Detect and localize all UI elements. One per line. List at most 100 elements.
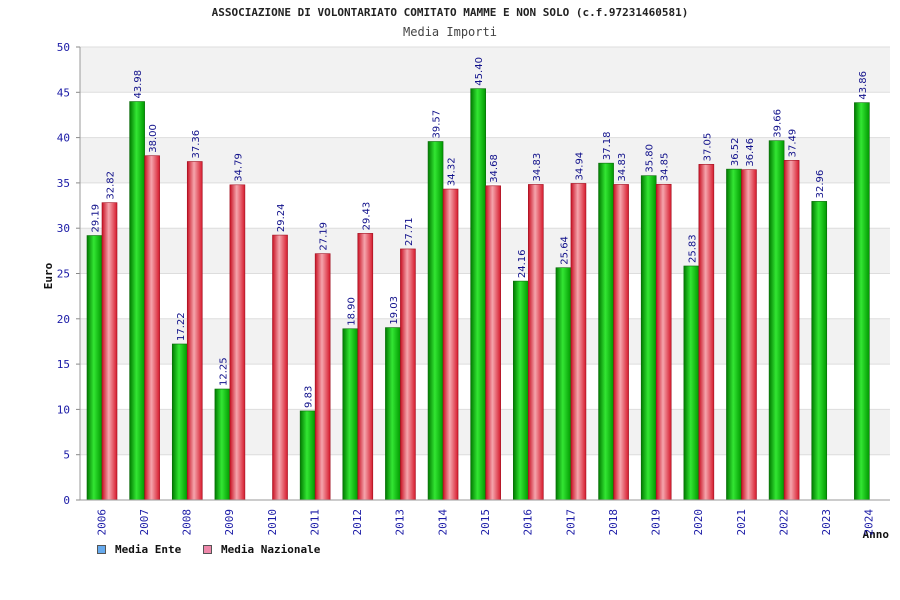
bar-media-ente [171,343,188,501]
bar-media-ente [768,140,785,501]
data-label-media-ente: 35.80 [645,144,656,173]
data-label-media-nazionale: 27.71 [404,217,415,246]
x-tick-label: 2018 [607,509,620,536]
bar-media-ente [86,235,103,501]
data-label-media-nazionale: 29.24 [276,203,287,232]
bar-media-ente [726,168,742,501]
data-label-media-nazionale: 29.43 [361,202,372,231]
data-label-media-nazionale: 37.05 [702,133,713,162]
data-label-media-nazionale: 34.83 [532,153,543,182]
data-label-media-nazionale: 37.49 [788,129,799,158]
bar-media-ente [640,175,657,501]
x-tick-label: 2020 [692,509,705,536]
y-tick-label: 50 [57,41,70,54]
y-tick-label: 20 [57,313,70,326]
grid-band [80,47,890,93]
y-tick-label: 10 [57,403,70,416]
y-tick-label: 0 [63,494,70,507]
bar-media-nazionale [357,233,374,501]
x-tick-label: 2016 [522,509,535,536]
y-tick-label: 15 [57,358,70,371]
data-label-media-ente: 43.98 [133,70,144,99]
data-label-media-ente: 18.90 [346,297,357,326]
data-label-media-nazionale: 34.85 [660,153,671,182]
bar-media-ente [854,102,870,501]
bar-media-nazionale [741,169,757,501]
bar-media-nazionale [400,248,416,501]
y-tick-label: 35 [57,177,70,190]
data-label-media-ente: 43.86 [858,71,869,100]
y-tick-label: 40 [57,132,70,145]
x-tick-label: 2022 [777,509,790,536]
bar-media-nazionale [314,253,331,501]
bar-media-ente [427,141,444,501]
x-tick-label: 2017 [564,509,577,536]
data-label-media-ente: 19.03 [389,296,400,325]
bar-media-nazionale [485,185,501,501]
data-label-media-nazionale: 32.82 [106,171,117,200]
x-tick-label: 2007 [138,509,151,536]
bar-media-ente [598,162,614,501]
chart-subtitle: Media Importi [403,25,497,39]
data-label-media-nazionale: 34.32 [447,157,458,186]
data-label-media-ente: 29.19 [91,204,102,233]
x-tick-label: 2011 [308,509,321,536]
data-label-media-nazionale: 34.79 [233,153,244,182]
bar-media-ente [470,88,486,501]
bar-media-nazionale [101,202,118,501]
bar-media-ente [214,388,231,501]
axes: Euro Anno 0 5 10 15 20 25 30 35 40 45 50 2006 2007 20… [42,41,890,541]
x-tick-label: 2014 [436,509,449,536]
legend-swatch-ente [97,545,106,554]
bar-media-ente [385,327,401,501]
data-label-media-ente: 39.66 [773,109,784,138]
bar-media-ente [513,280,529,501]
bar-media-ente [299,410,316,501]
data-label-media-ente: 36.52 [730,137,741,166]
bar-media-nazionale [229,184,246,501]
bars [86,88,870,501]
bar-media-nazionale [698,164,715,501]
bar-media-nazionale [272,234,288,501]
data-label-media-nazionale: 38.00 [148,124,159,153]
data-label-media-nazionale: 34.83 [617,153,628,182]
x-tick-label: 2009 [223,509,236,536]
data-labels: 29.19 32.82 43.98 38.00 17.22 37.36 12.25 34.79… [91,57,869,408]
legend-item-nazionale: Media Nazionale [203,543,320,556]
x-tick-label: 2012 [351,509,364,536]
data-label-media-nazionale: 34.94 [574,152,585,181]
data-label-media-ente: 37.18 [602,132,613,161]
bar-media-nazionale [186,161,203,501]
bar-media-nazionale [783,160,800,501]
data-label-media-ente: 17.22 [176,312,187,341]
chart-title: ASSOCIAZIONE DI VOLONTARIATO COMITATO MA… [211,6,689,19]
data-label-media-ente: 25.64 [559,236,570,265]
bar-media-ente [342,328,359,501]
data-label-media-nazionale: 27.19 [319,222,330,251]
x-axis-label: Anno [863,528,890,541]
data-label-media-ente: 9.83 [304,386,315,408]
x-tick-label: 2010 [266,509,279,536]
data-label-media-ente: 39.57 [432,110,443,139]
bar-media-nazionale [442,188,459,501]
y-tick-label: 30 [57,222,70,235]
x-tick-label: 2013 [394,509,407,536]
x-tick-label: 2008 [181,509,194,536]
y-tick-label: 5 [63,449,70,462]
bar-media-nazionale [655,183,672,501]
x-tick-label: 2015 [479,509,492,536]
bar-media-nazionale [613,184,629,501]
data-label-media-nazionale: 36.46 [745,138,756,167]
y-axis-label: Euro [42,262,55,289]
legend-label-nazionale: Media Nazionale [221,543,321,556]
x-tick-label: 2006 [95,509,108,536]
data-label-media-nazionale: 34.68 [489,154,500,183]
data-label-media-ente: 32.96 [815,170,826,199]
legend-label-ente: Media Ente [115,543,182,556]
x-tick-label: 2019 [650,509,663,536]
data-label-media-ente: 12.25 [218,357,229,386]
x-tick-label: 2024 [863,509,876,536]
bar-media-nazionale [144,155,160,501]
data-label-media-ente: 45.40 [474,57,485,86]
